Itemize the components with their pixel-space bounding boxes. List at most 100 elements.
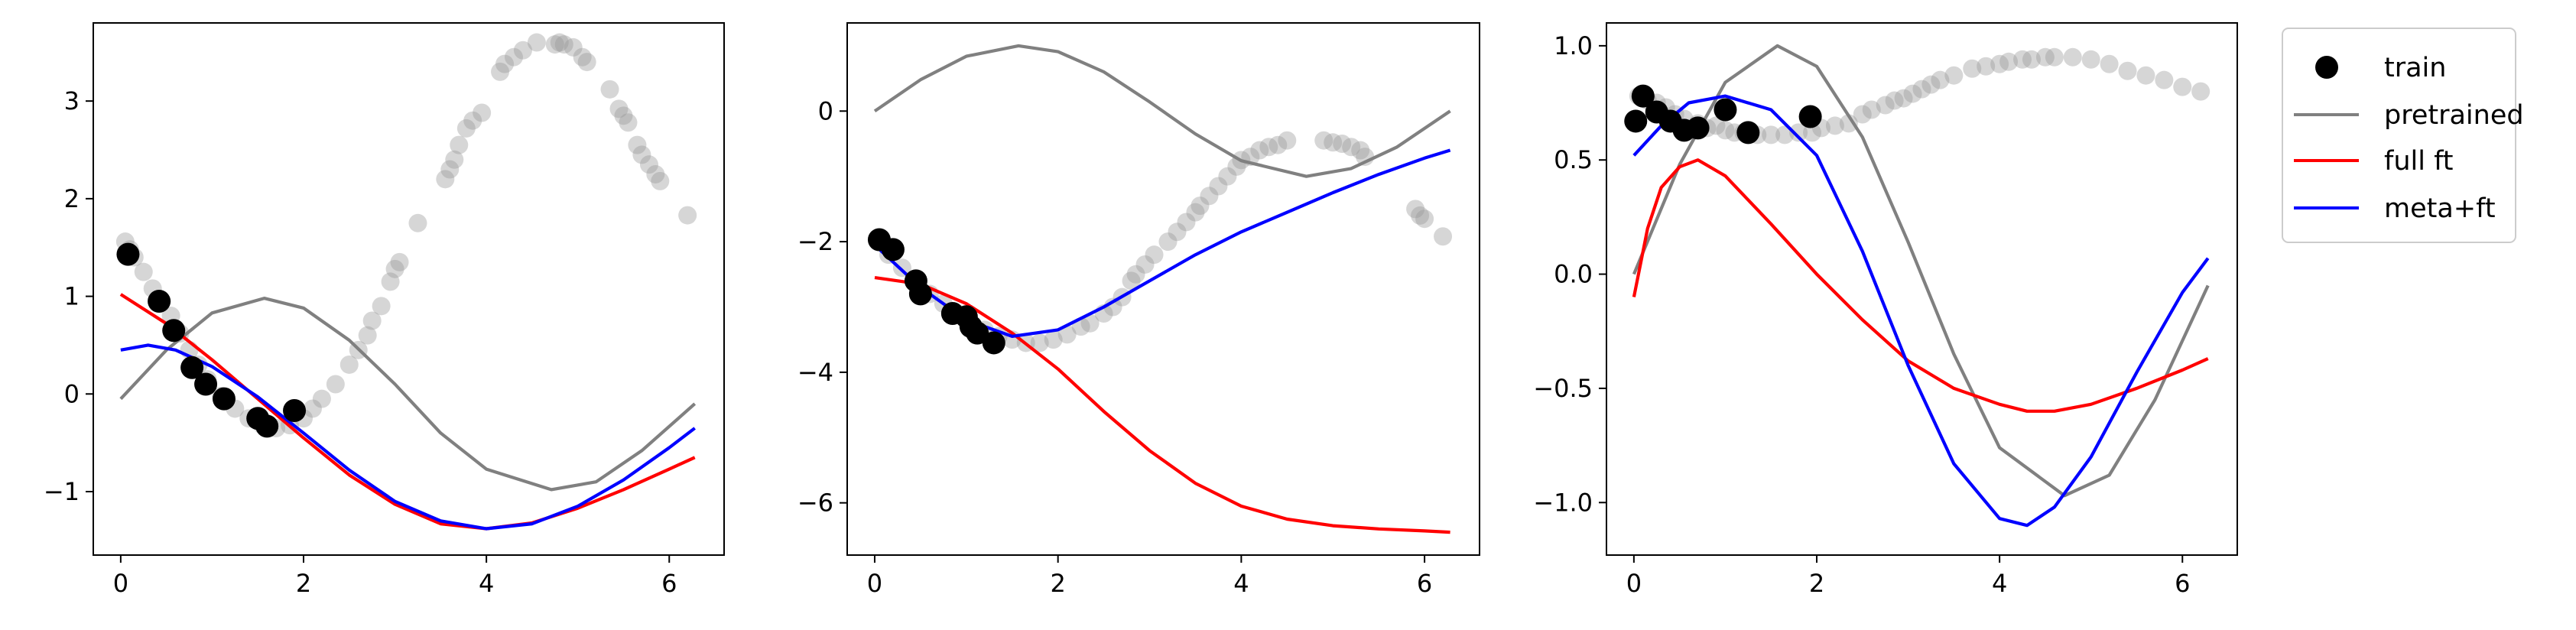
subplot-3: 0 2 4 6 −1.0 −0.5 0.0 0.5 1.0 xyxy=(1533,22,2238,598)
legend-full-ft-label: full ft xyxy=(2384,146,2454,177)
target-point xyxy=(600,80,619,99)
target-point xyxy=(2118,61,2137,80)
target-point xyxy=(358,326,377,345)
target-point xyxy=(1707,116,1726,135)
target-point xyxy=(440,160,460,179)
target-point xyxy=(1406,200,1425,219)
series-line-pretrained xyxy=(873,44,1451,178)
target-point xyxy=(2081,50,2100,69)
y-tick-label: 0.5 xyxy=(1554,145,1593,174)
subplot-1: 0 2 4 6 −1 0 1 2 3 xyxy=(44,22,725,598)
target-point xyxy=(1789,123,1808,142)
train-point xyxy=(1631,84,1655,108)
train-point xyxy=(1714,98,1737,122)
x-tick-label: 2 xyxy=(1050,569,1065,598)
train-point xyxy=(194,372,218,396)
target-point xyxy=(1135,255,1155,274)
target-point xyxy=(1839,114,1858,133)
y-tick-label: 0.0 xyxy=(1554,260,1593,289)
train-point xyxy=(908,282,932,306)
target-point xyxy=(1044,330,1063,349)
target-point xyxy=(408,213,427,232)
plot-area xyxy=(115,33,697,531)
axes-frame xyxy=(1606,22,2238,556)
series-line-meta-ft xyxy=(1632,94,2210,528)
target-point xyxy=(1177,213,1196,232)
y-tick-label: 0 xyxy=(64,379,80,408)
target-point xyxy=(1145,245,1164,265)
x-tick-label: 2 xyxy=(296,569,311,598)
target-point xyxy=(463,111,482,130)
target-point xyxy=(1278,131,1297,150)
y-tick-label: 2 xyxy=(64,184,80,213)
axes-frame xyxy=(93,22,725,556)
target-point xyxy=(1912,80,1931,99)
train-point xyxy=(1686,116,1710,140)
target-point xyxy=(2045,47,2064,67)
train-point xyxy=(1736,121,1760,145)
target-point xyxy=(609,99,629,119)
target-point xyxy=(2191,82,2211,101)
target-point xyxy=(892,258,911,278)
target-point xyxy=(1716,121,1735,140)
y-tick-label: −4 xyxy=(797,358,833,387)
target-point xyxy=(1415,209,1434,229)
train-point xyxy=(180,356,204,379)
target-point xyxy=(1158,232,1178,252)
legend-meta-ft-label: meta+ft xyxy=(2384,193,2496,224)
target-point xyxy=(1168,222,1187,242)
target-point xyxy=(1903,84,1922,103)
target-point xyxy=(450,135,469,154)
target-point xyxy=(1259,138,1278,157)
target-point xyxy=(1434,227,1453,246)
legend-frame xyxy=(2282,28,2516,243)
subplot-2: 0 2 4 6 −6 −4 −2 0 xyxy=(797,22,1480,598)
target-point xyxy=(1122,271,1141,291)
target-point xyxy=(619,113,638,132)
target-point xyxy=(1977,57,1996,76)
train-point xyxy=(966,321,989,345)
y-tick-label: −6 xyxy=(797,489,833,518)
target-point xyxy=(390,252,409,271)
series-line-pretrained xyxy=(1632,44,2210,498)
y-tick-label: 3 xyxy=(64,86,80,115)
target-point xyxy=(1080,313,1100,333)
train-point xyxy=(116,242,140,266)
target-point xyxy=(1862,100,1881,119)
target-point xyxy=(651,171,670,190)
target-point xyxy=(1803,123,1822,142)
target-point xyxy=(1944,66,1964,85)
target-point xyxy=(639,155,658,174)
target-point xyxy=(1931,70,1950,89)
target-point xyxy=(456,119,476,138)
target-point xyxy=(473,103,492,122)
target-point xyxy=(2136,66,2155,85)
target-point xyxy=(632,145,651,164)
series-line-full-ft xyxy=(1632,158,2209,413)
train-point xyxy=(255,414,279,438)
target-point xyxy=(1876,96,1895,115)
target-point xyxy=(1885,91,1904,110)
target-point xyxy=(445,150,464,169)
target-point xyxy=(1921,75,1941,94)
target-point xyxy=(2063,47,2082,67)
target-point xyxy=(2035,47,2055,67)
target-point xyxy=(1333,134,1352,153)
y-tick-label: −1.0 xyxy=(1533,488,1593,517)
target-point xyxy=(646,164,665,183)
series-line-full-ft xyxy=(119,293,696,531)
series-line-meta-ft xyxy=(120,343,696,531)
legend-entry-train: train xyxy=(2315,53,2446,83)
plot-area xyxy=(1624,44,2211,528)
target-point xyxy=(1269,135,1288,154)
target-point xyxy=(505,47,523,67)
x-tick-label: 0 xyxy=(1626,569,1642,598)
target-point xyxy=(614,106,633,125)
y-tick-label: −2 xyxy=(797,227,833,256)
axes-frame xyxy=(846,22,1480,556)
target-point xyxy=(545,35,564,54)
target-point xyxy=(1250,141,1269,160)
legend: train pretrained full ft meta+ft xyxy=(2282,28,2524,243)
target-point xyxy=(1963,59,1982,78)
